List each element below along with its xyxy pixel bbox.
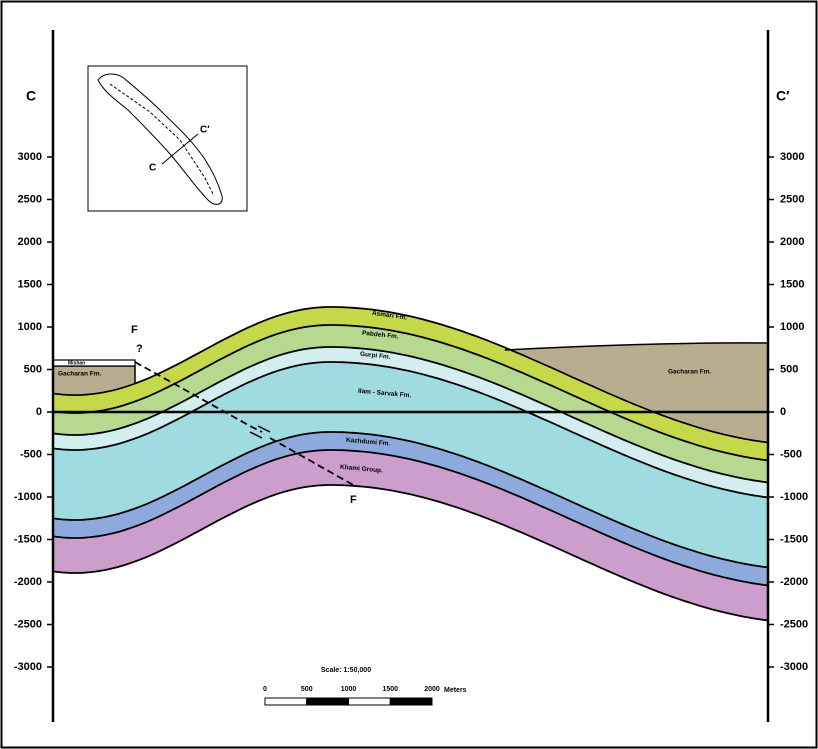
elevation-label: 1000 xyxy=(780,321,804,333)
scale-segment xyxy=(265,698,307,705)
fault-label: F xyxy=(350,494,357,506)
elevation-label: 0 xyxy=(780,406,786,418)
elevation-label: 500 xyxy=(24,363,42,375)
scale-tick-label: 0 xyxy=(263,686,267,693)
scale-segment xyxy=(349,698,391,705)
elevation-label: -2500 xyxy=(14,618,42,630)
elevation-label: 2500 xyxy=(18,193,42,205)
elevation-label: 1500 xyxy=(18,278,42,290)
elevation-label: -3000 xyxy=(14,661,42,673)
formation-label: Mishan xyxy=(68,360,85,366)
elevation-label: -500 xyxy=(780,448,802,460)
inset-label-b: C′ xyxy=(200,125,210,136)
elevation-label: 0 xyxy=(36,406,42,418)
elevation-label: 1000 xyxy=(18,321,42,333)
elevation-label: -1500 xyxy=(780,533,808,545)
scale-title: Scale: 1:50,000 xyxy=(321,667,371,674)
elevation-label: 1500 xyxy=(780,278,804,290)
elevation-label: -1000 xyxy=(14,491,42,503)
elevation-label: -3000 xyxy=(780,661,808,673)
elevation-label: -2000 xyxy=(14,576,42,588)
scale-segment xyxy=(307,698,349,705)
elevation-label: 500 xyxy=(780,363,798,375)
elevation-label: -1000 xyxy=(780,491,808,503)
formation-label: Gacharan Fm. xyxy=(668,369,712,376)
scale-tick-label: 1500 xyxy=(382,686,398,693)
elevation-label: 3000 xyxy=(18,151,42,163)
fault-query: ? xyxy=(136,343,143,355)
elevation-label: 3000 xyxy=(780,151,804,163)
scale-tick-label: 500 xyxy=(301,686,313,693)
elevation-label: 2500 xyxy=(780,193,804,205)
mishan-strip xyxy=(53,360,135,366)
section-start-label: C xyxy=(26,88,36,104)
elevation-label: -1500 xyxy=(14,533,42,545)
elevation-label: -500 xyxy=(20,448,42,460)
elevation-label: 2000 xyxy=(18,236,42,248)
scale-tick-label: 1000 xyxy=(341,686,357,693)
scale-tick-label: 2000 xyxy=(424,686,440,693)
section-end-label: C′ xyxy=(776,88,790,104)
formation-label: Gacharan Fm. xyxy=(58,371,102,378)
elevation-label: 2000 xyxy=(780,236,804,248)
fault-label: F xyxy=(131,324,138,336)
elevation-label: -2500 xyxy=(780,618,808,630)
scale-segment xyxy=(390,698,432,705)
elevation-label: -2000 xyxy=(780,576,808,588)
inset-label-a: C xyxy=(149,163,156,174)
scale-unit: Meters xyxy=(444,687,467,694)
cross-section: 3000 3000 2500 2500 2000 2000 1500 1500 1000 1000… xyxy=(0,0,818,749)
